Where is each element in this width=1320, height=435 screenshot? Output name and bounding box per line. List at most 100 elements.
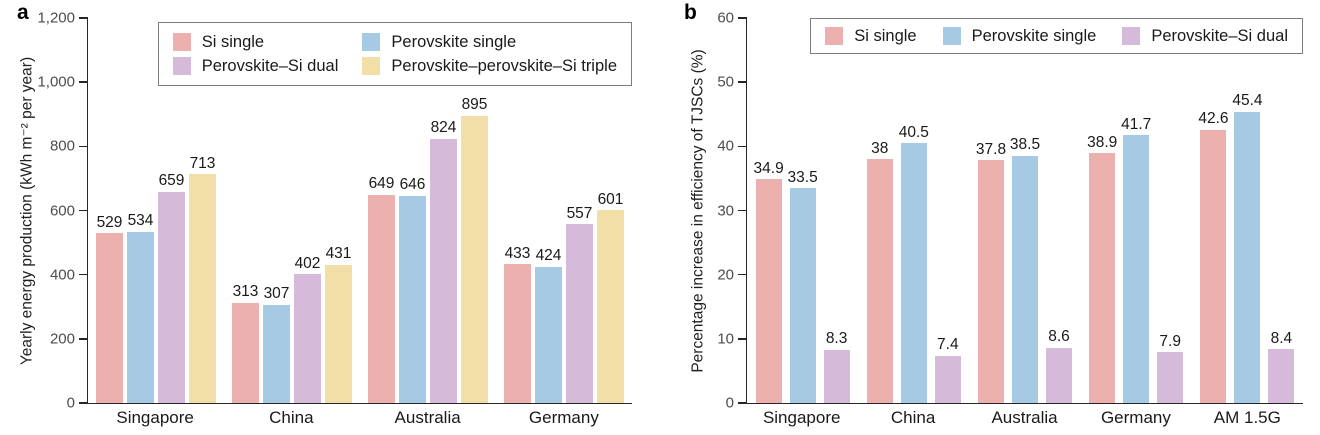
bar <box>789 188 816 403</box>
bar-with-label: 529 <box>96 18 123 403</box>
y-axis-tick <box>738 209 747 212</box>
y-axis-tick-label: 200 <box>49 330 75 348</box>
x-axis-category-label: Australia <box>991 408 1058 427</box>
y-axis-tick <box>79 273 88 276</box>
legend-b: Si single Perovskite single Perovskite–Si … <box>810 18 1303 54</box>
bar-group: 38.9 41.7 7.9 <box>1081 18 1192 403</box>
legend-label: Si single <box>201 32 265 51</box>
bar-group: 37.8 38.5 8.6 <box>969 18 1080 403</box>
bar-value-label: 8.4 <box>1270 329 1293 347</box>
bar-value-label: 646 <box>399 176 426 194</box>
legend-swatch <box>172 57 191 75</box>
bar-with-label: 37.8 <box>975 18 1007 403</box>
bar-value-label: 307 <box>263 285 290 303</box>
bar <box>566 224 593 403</box>
bar <box>1046 347 1072 403</box>
bar-with-label: 7.4 <box>934 18 961 403</box>
bar-value-label: 37.8 <box>975 140 1007 158</box>
bar-with-label: 601 <box>597 18 624 403</box>
y-axis-tick <box>738 81 747 83</box>
bar-group: 529 534 659 713 <box>88 18 224 403</box>
bar-value-label: 33.5 <box>787 168 818 186</box>
bar-value-label: 431 <box>325 245 352 263</box>
bar-value-label: 8.3 <box>825 330 848 348</box>
bar <box>430 138 457 403</box>
y-axis-tick-label: 800 <box>49 137 75 155</box>
bar <box>900 143 927 403</box>
bar <box>1234 111 1261 403</box>
y-axis-tick <box>738 145 747 148</box>
bar-with-label: 824 <box>430 18 457 403</box>
y-axis-tick <box>79 17 88 19</box>
bar-with-label: 431 <box>325 18 352 403</box>
y-axis-tick <box>79 81 88 83</box>
legend-swatch <box>362 57 381 75</box>
x-axis-labels-b: Singapore China Australia Germany AM 1.5G <box>746 408 1303 428</box>
bar-value-label: 529 <box>96 213 123 231</box>
legend-swatch <box>942 27 961 45</box>
legend-item: Perovskite–perovskite–Si triple <box>362 57 617 75</box>
bar-with-label: 402 <box>294 18 321 403</box>
legend-label: Si single <box>854 26 917 45</box>
bar-with-label: 557 <box>566 18 593 403</box>
y-axis-tick-label: 50 <box>717 73 734 91</box>
y-axis-tick-label: 30 <box>717 202 734 219</box>
bar <box>294 274 321 403</box>
bar-value-label: 38 <box>871 139 889 157</box>
y-axis-tick <box>79 338 88 340</box>
bar-value-label: 45.4 <box>1232 92 1263 110</box>
bar <box>1268 349 1295 403</box>
bar-group: 38 40.5 7.4 <box>858 18 969 403</box>
bar-group: 433 424 557 601 <box>496 18 632 403</box>
y-axis-tick-label: 0 <box>66 394 75 412</box>
x-axis-category-label: Germany <box>1100 408 1171 427</box>
y-axis-tick-label: 60 <box>717 9 734 27</box>
x-axis-category-label: Singapore <box>116 408 194 427</box>
bar <box>535 266 562 403</box>
x-axis-category-label: AM 1.5G <box>1213 408 1281 427</box>
bar-with-label: 33.5 <box>787 18 818 403</box>
bar <box>368 194 395 403</box>
bar-value-label: 895 <box>461 96 488 114</box>
bar <box>399 195 426 403</box>
bar-with-label: 42.6 <box>1198 18 1229 403</box>
bar <box>1089 153 1116 403</box>
bar-value-label: 713 <box>189 154 216 172</box>
bar <box>232 302 259 403</box>
legend-item: Perovskite–Si dual <box>1122 27 1288 45</box>
bar <box>461 115 488 403</box>
bar <box>597 210 624 403</box>
x-axis-labels-a: Singapore China Australia Germany <box>87 408 632 428</box>
legend-label: Perovskite single <box>971 26 1097 45</box>
bar-with-label: 34.9 <box>754 18 784 403</box>
y-axis-tick-label: 600 <box>49 202 75 219</box>
bar <box>189 174 216 403</box>
plot-area-b: 0 10 20 30 40 50 60 34.9 33.5 8.3 38 40.5 7.4 37.8 38.… <box>717 11 1303 411</box>
panel-label-a: a <box>17 1 29 24</box>
legend-swatch <box>1122 27 1141 45</box>
bar-with-label: 38 <box>866 18 893 403</box>
bar-group: 34.9 33.5 8.3 <box>747 18 858 403</box>
y-axis-tick-label: 0 <box>725 394 734 412</box>
bar <box>263 304 290 403</box>
legend-a: Si single Perovskite single Perovskite–Si … <box>157 22 632 86</box>
bar-with-label: 40.5 <box>898 18 929 403</box>
y-axis-tick <box>79 402 88 404</box>
bar <box>978 160 1004 403</box>
bar-with-label: 38.5 <box>1010 18 1040 403</box>
bar-value-label: 40.5 <box>898 123 929 141</box>
bar-with-label: 433 <box>504 18 531 403</box>
bar <box>866 159 893 403</box>
y-axis-tick-label: 40 <box>717 137 734 155</box>
bar-with-label: 8.4 <box>1268 18 1295 403</box>
bar <box>127 231 154 403</box>
bar-with-label: 895 <box>461 18 488 403</box>
legend-swatch <box>172 33 191 51</box>
bar-value-label: 601 <box>597 190 624 208</box>
bar-group: 649 646 824 895 <box>360 18 496 403</box>
bar <box>823 349 850 403</box>
bar-value-label: 433 <box>504 244 531 262</box>
panel-label-b: b <box>684 1 697 24</box>
bar <box>1157 352 1184 403</box>
